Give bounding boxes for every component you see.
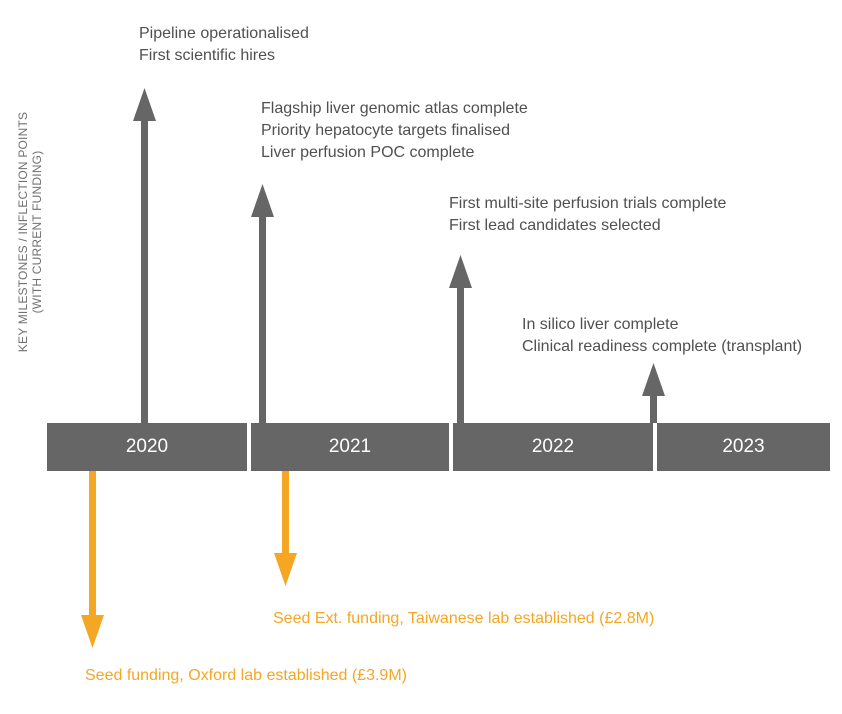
funding-arrow-head-1	[81, 615, 104, 648]
year-segment-2020: 2020	[47, 423, 247, 471]
milestone-3-line-1: First multi-site perfusion trials comple…	[449, 195, 727, 212]
milestone-2-line-3: Liver perfusion POC complete	[261, 144, 475, 161]
milestone-4-line-2: Clinical readiness complete (transplant)	[522, 338, 803, 355]
milestone-3-line-2: First lead candidates selected	[449, 217, 661, 234]
milestone-arrow-shaft-2	[259, 214, 266, 423]
milestone-arrow-shaft-4	[650, 393, 657, 423]
axis-title-line-2: (WITH CURRENT FUNDING)	[30, 150, 44, 314]
milestone-4-line-1: In silico liver complete	[522, 316, 679, 333]
funding-label-2: Seed Ext. funding, Taiwanese lab establi…	[273, 610, 655, 627]
funding-label-1: Seed funding, Oxford lab established (£3…	[85, 667, 407, 684]
milestone-label-3: First multi-site perfusion trials comple…	[449, 193, 726, 237]
milestone-1-line-2: First scientific hires	[139, 47, 276, 64]
milestone-arrow-head-2	[251, 184, 274, 217]
year-segment-2022: 2022	[453, 423, 653, 471]
milestone-label-4: In silico liver complete Clinical readin…	[522, 314, 802, 358]
year-segment-2023: 2023	[657, 423, 830, 471]
axis-title-line-1: KEY MILESTONES / INFLECTION POINTS	[16, 111, 30, 353]
milestone-arrow-shaft-1	[141, 118, 148, 423]
year-segment-2021: 2021	[251, 423, 449, 471]
milestone-arrow-head-1	[133, 88, 156, 121]
milestone-label-2: Flagship liver genomic atlas complete Pr…	[261, 98, 528, 164]
milestone-1-line-1: Pipeline operationalised	[139, 25, 309, 42]
milestone-arrow-shaft-3	[457, 285, 464, 423]
milestone-label-1: Pipeline operationalised First scientifi…	[139, 23, 309, 67]
funding-arrow-shaft-1	[89, 471, 96, 619]
milestone-arrow-head-3	[449, 255, 472, 288]
milestone-2-line-1: Flagship liver genomic atlas complete	[261, 100, 528, 117]
funding-arrow-head-2	[274, 553, 297, 586]
milestone-2-line-2: Priority hepatocyte targets finalised	[261, 122, 511, 139]
milestone-arrow-head-4	[642, 363, 665, 396]
funding-arrow-shaft-2	[282, 471, 289, 557]
